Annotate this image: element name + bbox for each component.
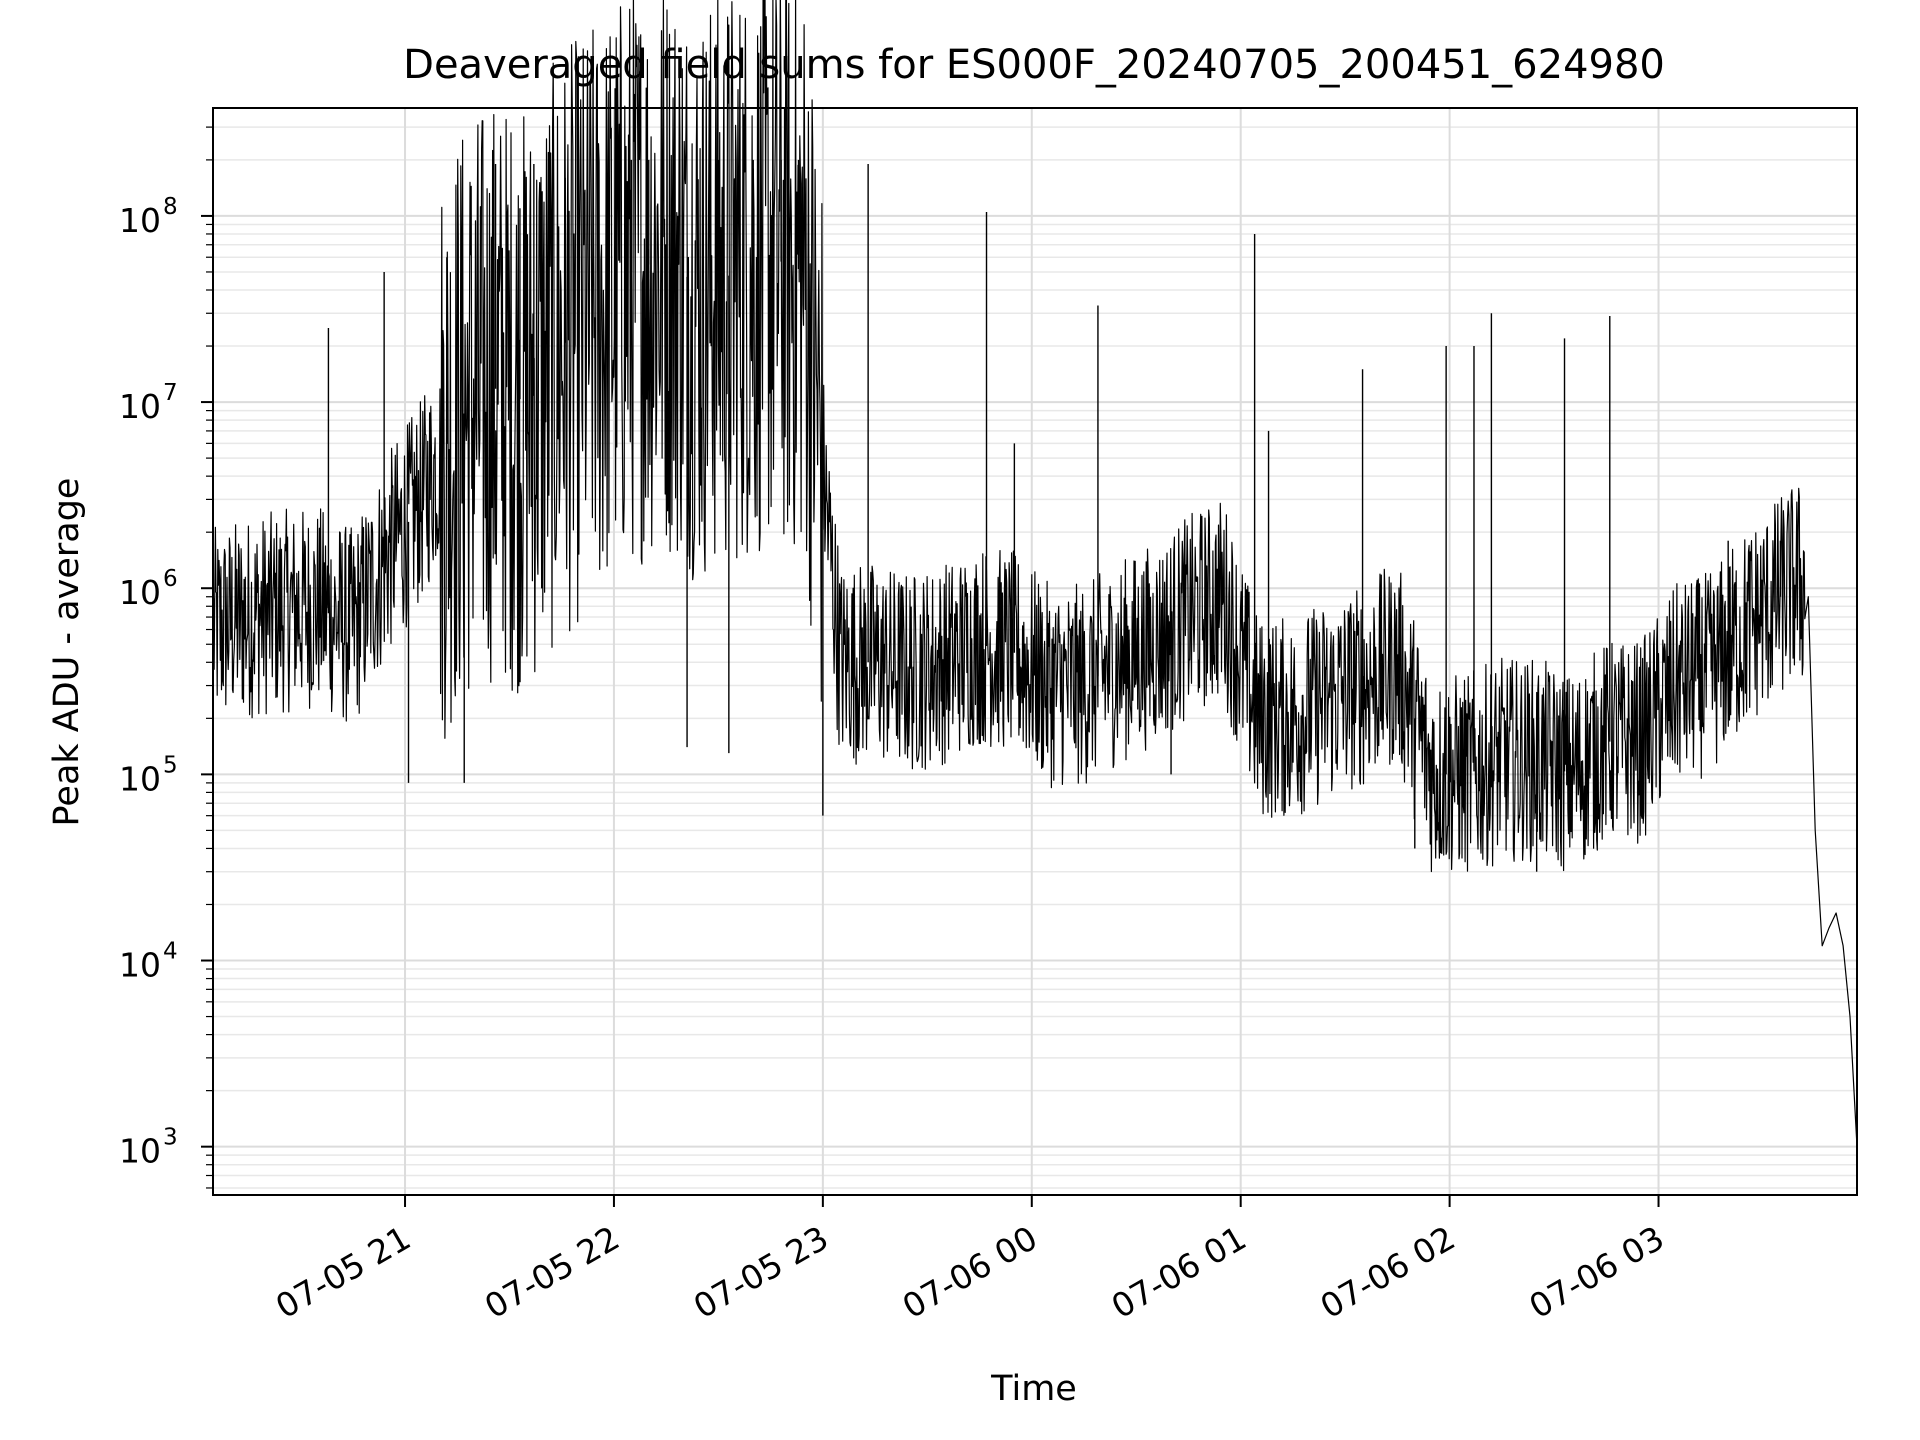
x-axis-label: Time (990, 1369, 1077, 1409)
y-tick-label: 10 (119, 387, 161, 426)
plot-frame (212, 107, 1858, 1196)
y-tick-label: 10 (119, 946, 161, 985)
series-line (212, 0, 1858, 1147)
y-tick-label: 10 (119, 759, 161, 798)
y-tick-label: 10 (119, 1132, 161, 1171)
chart-title: Deaveraged field sums for ES000F_2024070… (403, 42, 1665, 88)
y-axis-label: Peak ADU - average (47, 478, 87, 827)
y-tick-exponent: 3 (163, 1125, 178, 1151)
series-group (212, 0, 1858, 1147)
y-tick-label: 10 (119, 201, 161, 240)
y-tick-exponent: 5 (163, 752, 178, 778)
y-tick-exponent: 8 (163, 194, 178, 220)
y-tick-label: 10 (119, 573, 161, 612)
y-tick-exponent: 4 (163, 939, 178, 965)
y-tick-exponent: 6 (163, 566, 178, 592)
y-tick-exponent: 7 (163, 380, 178, 406)
series-1 (212, 0, 1858, 1147)
